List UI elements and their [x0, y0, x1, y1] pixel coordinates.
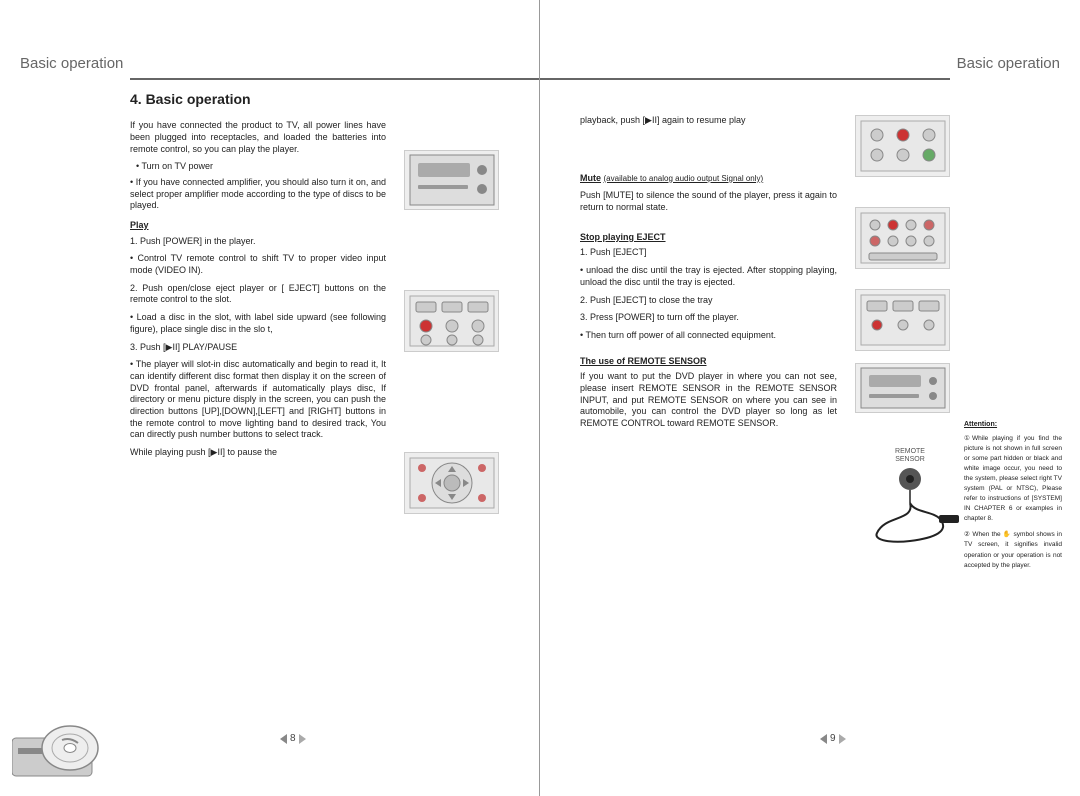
pagenum-8: 8 [290, 733, 296, 744]
page-number-left: 8 [280, 733, 306, 744]
attention-box: Attention: ①While playing if you find th… [964, 420, 1062, 571]
right-text-col: playback, push [▶II] again to resume pla… [580, 90, 837, 553]
sensor-body: If you want to put the DVD player in whe… [580, 371, 837, 429]
left-text-col: 4. Basic operation If you have connected… [130, 90, 386, 544]
attention-1: ①While playing if you find the picture i… [964, 434, 1062, 525]
play-step4: While playing push [▶II] to pause the [130, 447, 386, 459]
attention-2: ② When the ✋ symbol shows in TV screen, … [964, 530, 1062, 570]
left-fig-col [404, 90, 499, 544]
right-fig-col: REMOTE SENSOR [855, 90, 950, 553]
content-left: 4. Basic operation If you have connected… [130, 90, 499, 544]
play-step2b: • Load a disc in the slot, with label si… [130, 312, 386, 335]
play-step1: 1. Push [POWER] in the player. [130, 236, 386, 248]
header-rule-left [130, 78, 539, 80]
play-step2: 2. Push open/close eject player or [ EJE… [130, 283, 386, 306]
stop-s3b: • Then turn off power of all connected e… [580, 330, 837, 342]
remote-buttons-fig-2 [855, 115, 950, 177]
triangle-right-icon [839, 734, 846, 744]
svg-text:SENSOR: SENSOR [895, 456, 925, 463]
page-right: Basic operation playback, push [▶II] aga… [540, 0, 1080, 796]
remote-dpad-fig [404, 452, 499, 514]
disc-logo [12, 720, 102, 778]
remote-buttons-fig-4 [855, 289, 950, 351]
player-front-fig-2 [855, 363, 950, 413]
page-left: Basic operation 4. Basic operation If yo… [0, 0, 540, 796]
remote-buttons-fig-1 [404, 290, 499, 352]
play-heading: Play [130, 220, 386, 232]
bullet-amp: • If you have connected amplifier, you s… [130, 177, 386, 212]
stop-s2: 2. Push [EJECT] to close the tray [580, 295, 837, 307]
stop-s1: 1. Push [EJECT] [580, 247, 837, 259]
triangle-left-icon [280, 734, 287, 744]
page-number-right: 9 [820, 733, 846, 744]
mute-body: Push [MUTE] to silence the sound of the … [580, 190, 837, 213]
triangle-left-icon [820, 734, 827, 744]
sensor-label: REMOTE [895, 448, 925, 455]
play-step3b: • The player will slot-in disc automatic… [130, 359, 386, 441]
attention-head: Attention: [964, 420, 1062, 431]
play-step1b: • Control TV remote control to shift TV … [130, 253, 386, 276]
stop-s3: 3. Press [POWER] to turn off the player. [580, 312, 837, 324]
triangle-right-icon [299, 734, 306, 744]
bullet-tv: • Turn on TV power [130, 161, 386, 173]
section-title: 4. Basic operation [130, 90, 386, 108]
header-left: Basic operation [20, 55, 123, 72]
mute-heading: Mute [580, 173, 601, 183]
header-right: Basic operation [957, 55, 1060, 72]
content-right: playback, push [▶II] again to resume pla… [580, 90, 950, 553]
resume-para: playback, push [▶II] again to resume pla… [580, 115, 837, 127]
intro-para: If you have connected the product to TV,… [130, 120, 386, 155]
remote-sensor-fig: REMOTE SENSOR [855, 443, 965, 553]
mute-heading-line: Mute (available to analog audio output S… [580, 173, 837, 185]
mute-sub: (available to analog audio output Signal… [604, 174, 764, 183]
stop-s1b: • unload the disc until the tray is ejec… [580, 265, 837, 288]
stop-heading: Stop playing EJECT [580, 232, 837, 244]
remote-buttons-fig-3 [855, 207, 950, 269]
sensor-heading: The use of REMOTE SENSOR [580, 356, 837, 368]
play-step3: 3. Push [▶II] PLAY/PAUSE [130, 342, 386, 354]
pagenum-9: 9 [830, 733, 836, 744]
header-rule-right [540, 78, 950, 80]
player-front-fig [404, 150, 499, 210]
